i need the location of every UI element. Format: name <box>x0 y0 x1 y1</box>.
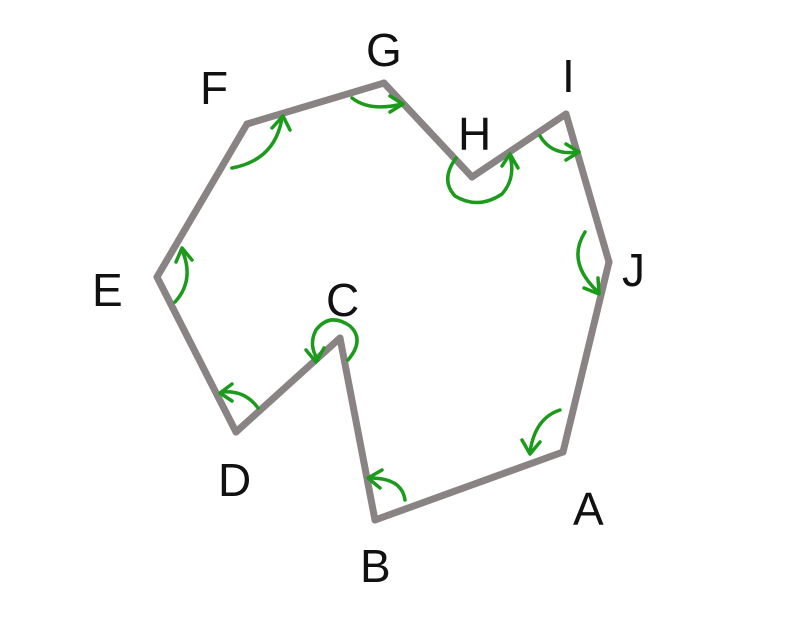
edge-i-j <box>562 110 613 266</box>
vertex-label-a: A <box>573 483 604 535</box>
angle-arrow-i <box>538 134 581 162</box>
vertex-label-e: E <box>92 264 123 316</box>
angle-arrows <box>173 94 601 502</box>
angle-arrow-e <box>173 246 194 304</box>
edge-h-i <box>468 110 570 181</box>
edge-g-h <box>380 79 476 181</box>
edge-b-c <box>336 334 379 524</box>
vertex-label-g: G <box>366 24 402 76</box>
vertex-label-i: I <box>562 50 575 102</box>
angle-arrow-a <box>520 408 562 456</box>
edge-d-e <box>153 273 240 436</box>
vertex-label-j: J <box>622 244 645 296</box>
angle-arrow-g <box>350 94 405 114</box>
vertex-label-c: C <box>326 274 359 326</box>
vertex-labels: A B C D E F G H I J <box>92 24 645 592</box>
angle-arrow-j <box>576 230 601 296</box>
edge-j-a <box>559 258 613 456</box>
angle-arrow-h <box>446 152 520 205</box>
edge-e-f <box>153 120 251 281</box>
edge-c-d <box>232 334 344 436</box>
edge-a-b <box>371 448 567 524</box>
angle-arrow-f <box>230 114 292 170</box>
angle-arrow-c <box>304 318 359 364</box>
edge-f-g <box>243 79 388 128</box>
vertex-label-f: F <box>200 62 228 114</box>
angle-arrow-d <box>218 382 260 410</box>
angle-arrow-b <box>366 468 407 502</box>
vertex-label-b: B <box>360 540 391 592</box>
vertex-label-d: D <box>218 454 251 506</box>
vertex-label-h: H <box>458 108 491 160</box>
